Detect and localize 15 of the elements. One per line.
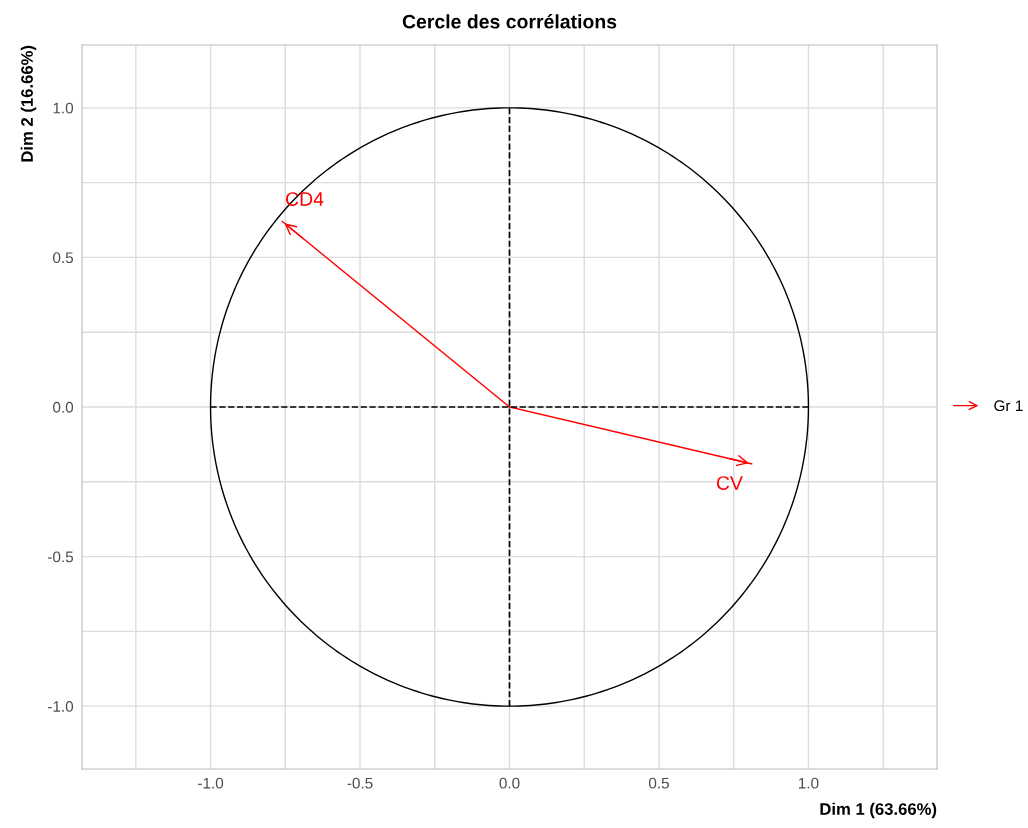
y-axis-title: Dim 2 (16.66%) [20, 45, 37, 162]
x-tick-label: -0.5 [347, 777, 373, 789]
legend-label: CV [716, 476, 743, 490]
x-tick-label: 0.0 [499, 777, 520, 789]
y-tick-label: 0.0 [53, 401, 74, 413]
x-axis-title: Dim 1 (63.66%) [820, 802, 937, 819]
x-tick-label: 0.5 [648, 777, 669, 789]
y-tick-label: -1.0 [48, 701, 74, 712]
y-tick-label: 0.5 [53, 252, 74, 264]
x-tick-label: -1.0 [198, 777, 224, 789]
chart-title: Cercle des corrélations [402, 14, 617, 29]
x-tick-label: 1.0 [799, 777, 819, 789]
y-tick-label: 1.0 [53, 102, 74, 114]
y-tick-label: -0.5 [48, 551, 74, 563]
legend-title: Gr 1 [994, 400, 1023, 412]
